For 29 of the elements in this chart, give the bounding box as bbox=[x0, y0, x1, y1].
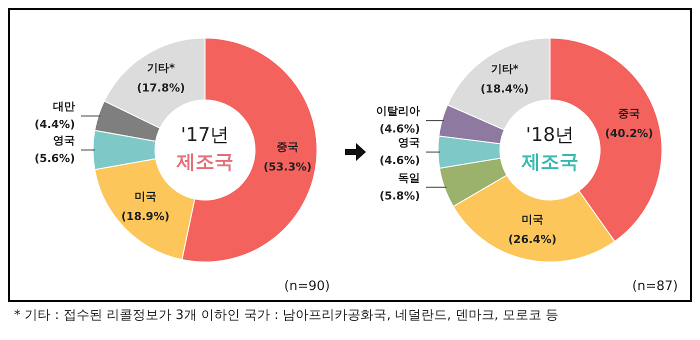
data-label: (4.4%) bbox=[34, 118, 75, 132]
data-label: (5.8%) bbox=[379, 189, 420, 202]
slice-label: 기타* bbox=[490, 62, 519, 76]
slice-label: 독일 bbox=[398, 171, 420, 184]
text: (n=90) bbox=[284, 279, 330, 294]
slice-label: 중국 bbox=[276, 140, 299, 154]
text: * 기타 : 접수된 리콜정보가 3개 이하인 국가 : 남아프리카공화국, 네덜란드, 덴마크, 모로코 등 bbox=[14, 307, 560, 324]
slice-label: 미국 bbox=[521, 213, 544, 226]
data-label: (18.4%) bbox=[480, 82, 529, 96]
text: 제조국 bbox=[520, 150, 580, 175]
text: 제조국 bbox=[175, 150, 234, 175]
text: '18년 bbox=[524, 123, 576, 148]
data-label: (4.6%) bbox=[379, 122, 420, 136]
slice-label: 영국 bbox=[398, 136, 420, 150]
data-label: (18.9%) bbox=[121, 210, 170, 223]
slice-label: 영국 bbox=[53, 134, 75, 147]
slice-label: 중국 bbox=[618, 106, 640, 120]
data-label: (4.6%) bbox=[379, 154, 420, 168]
data-label: (5.6%) bbox=[34, 152, 75, 165]
slice-label: 이탈리아 bbox=[376, 104, 420, 118]
text: (n=87) bbox=[632, 279, 678, 294]
data-label: (40.2%) bbox=[604, 126, 654, 140]
slice-label: 미국 bbox=[134, 190, 156, 203]
slice-label: 대만 bbox=[53, 100, 75, 114]
slice-label: 기타* bbox=[147, 62, 176, 75]
text: '17년 bbox=[180, 123, 230, 148]
data-label: (53.3%) bbox=[263, 160, 312, 174]
data-label: (26.4%) bbox=[508, 233, 557, 246]
data-label: (17.8%) bbox=[136, 82, 186, 95]
